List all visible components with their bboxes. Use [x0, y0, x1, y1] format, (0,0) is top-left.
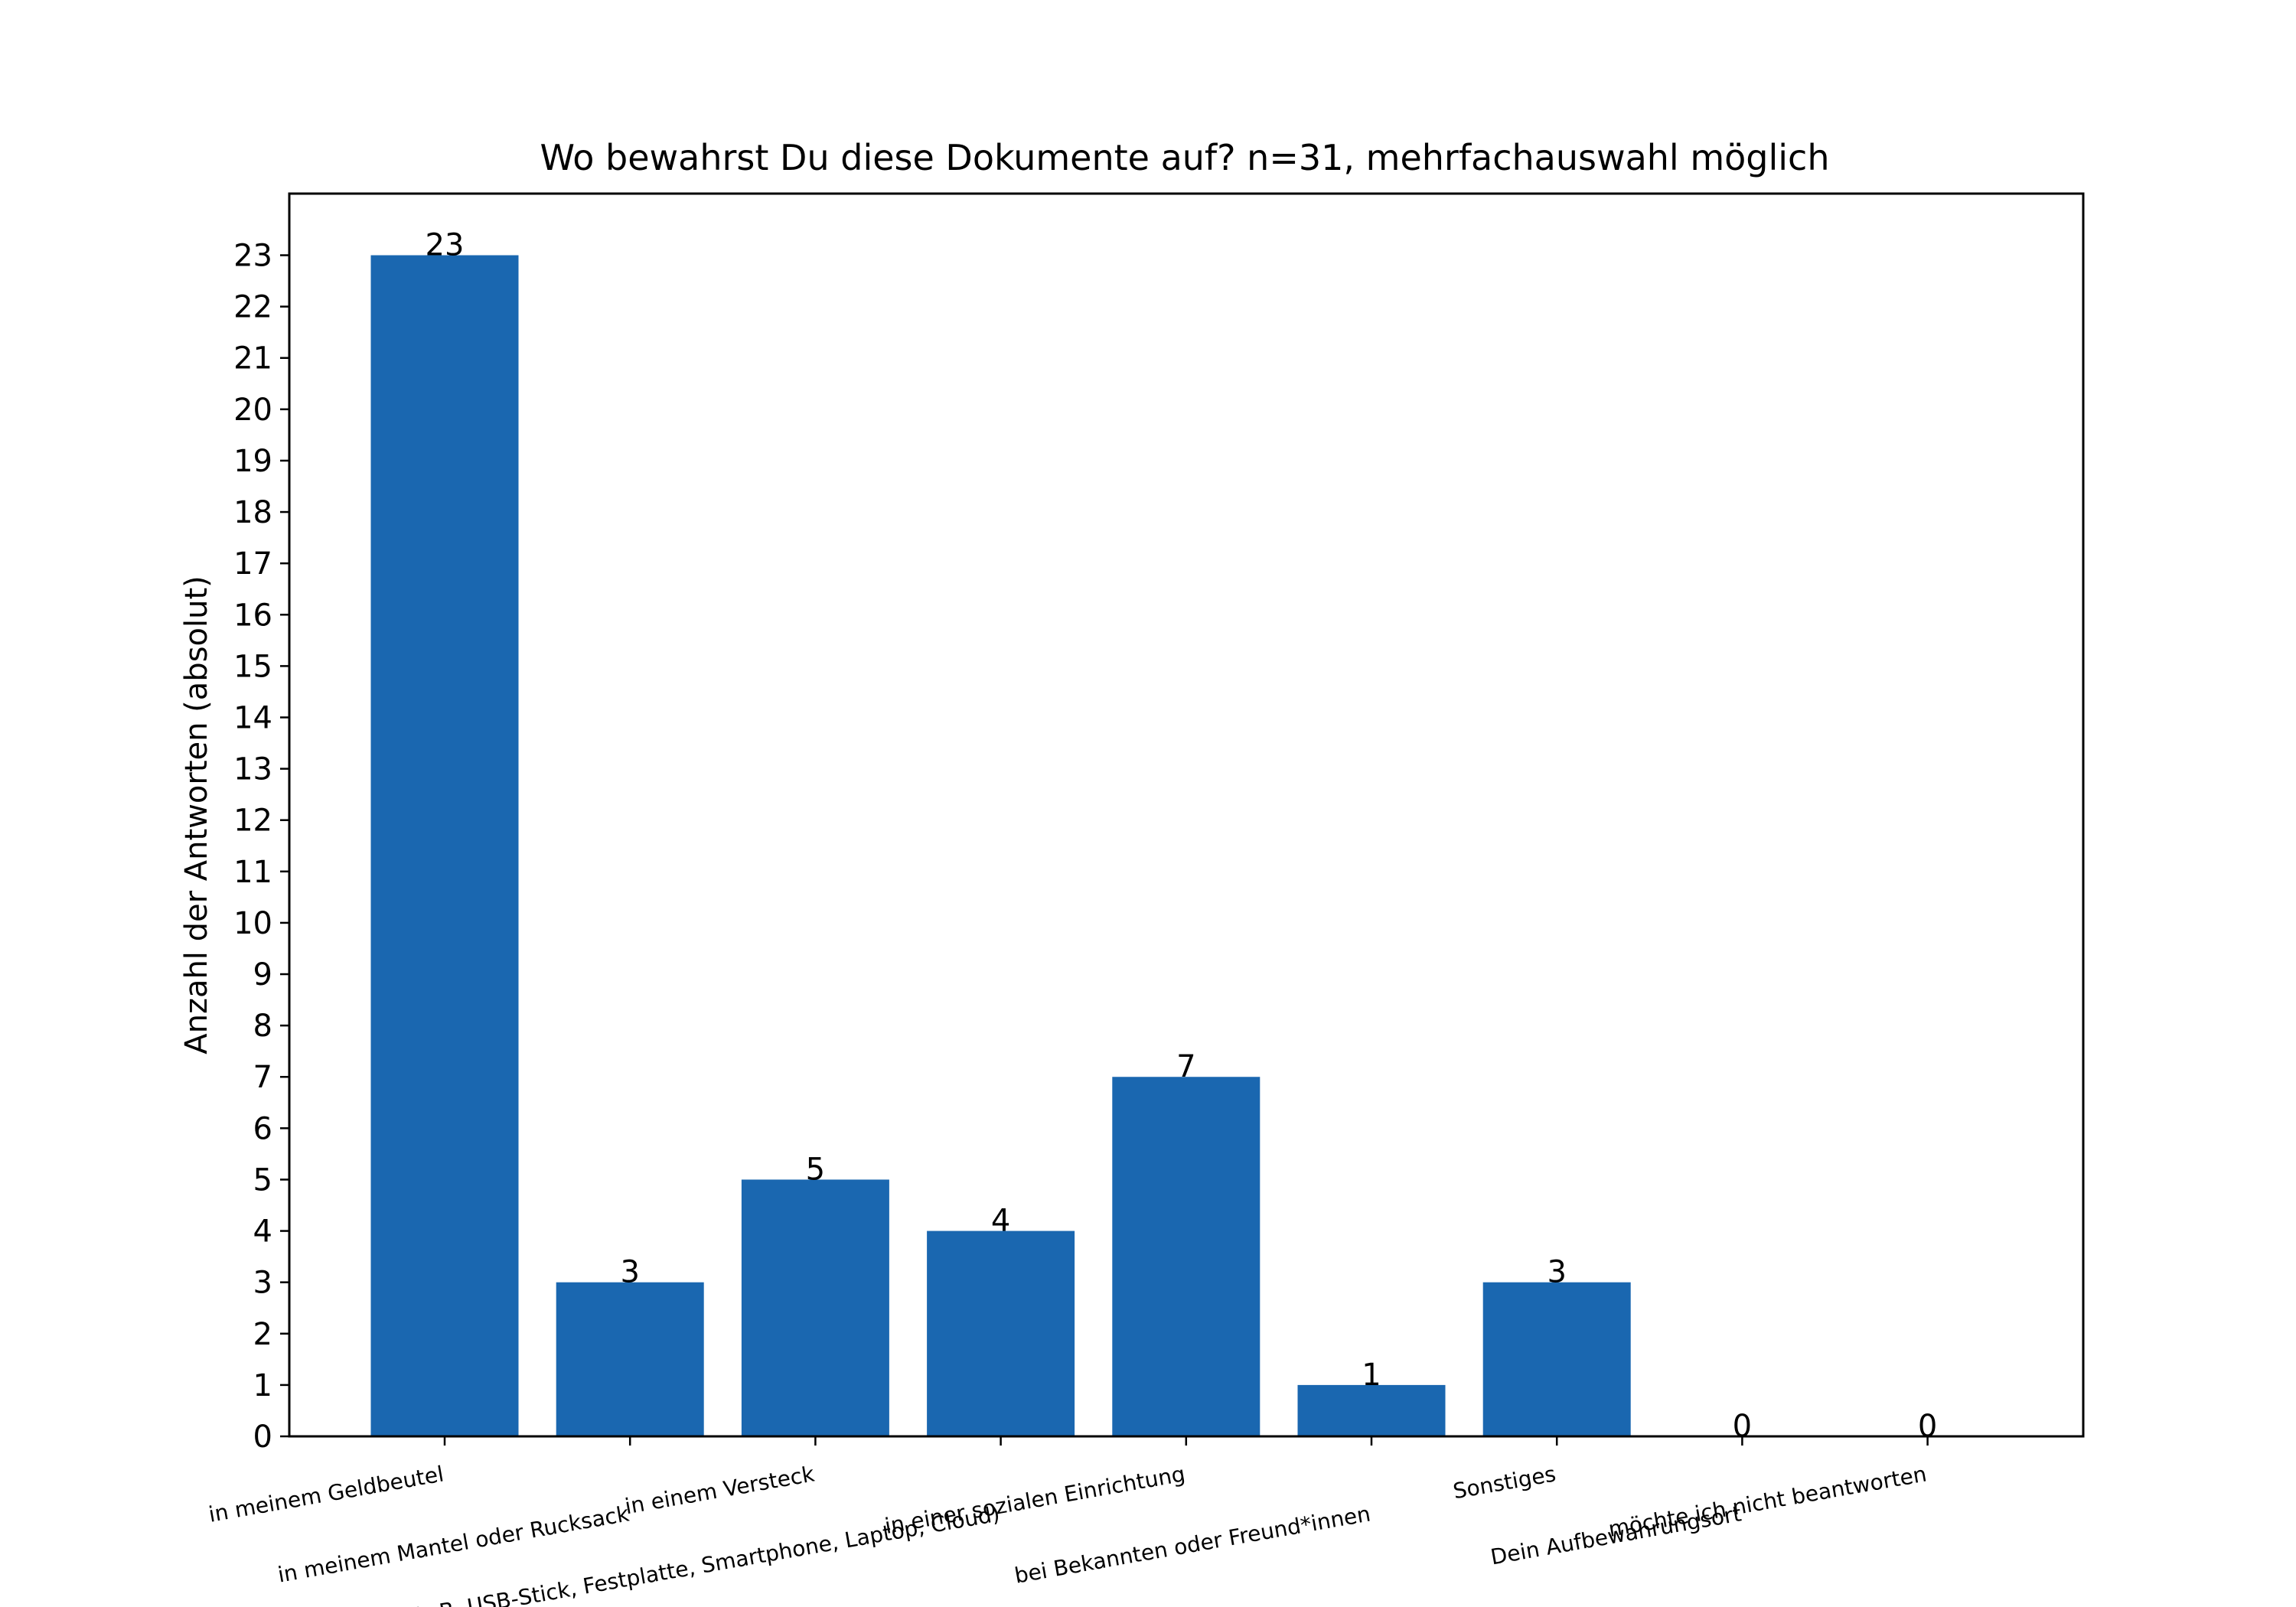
y-tick-label-22: 22 [233, 290, 272, 325]
bar-3 [927, 1231, 1075, 1436]
chart-title: Wo bewahrst Du diese Dokumente auf? n=31… [540, 137, 1830, 178]
y-tick-label-13: 13 [233, 752, 272, 787]
value-label-6: 3 [1547, 1255, 1566, 1290]
y-tick-label-2: 2 [253, 1317, 272, 1352]
y-tick-label-6: 6 [253, 1111, 272, 1146]
value-label-4: 7 [1176, 1049, 1195, 1084]
value-label-3: 4 [991, 1204, 1010, 1239]
y-tick-label-0: 0 [253, 1420, 272, 1455]
x-tick-label-0: in meinem Geldbeutel [207, 1461, 445, 1527]
y-tick-label-10: 10 [233, 906, 272, 941]
y-tick-label-8: 8 [253, 1009, 272, 1044]
y-tick-label-17: 17 [233, 546, 272, 582]
bar-5 [1297, 1384, 1446, 1436]
y-tick-label-5: 5 [253, 1162, 272, 1198]
x-tick-label-4: in einer sozialen Einrichtung [883, 1461, 1187, 1539]
value-label-2: 5 [806, 1152, 825, 1187]
bar-4 [1112, 1077, 1261, 1436]
y-tick-label-7: 7 [253, 1060, 272, 1095]
y-tick-label-18: 18 [233, 495, 272, 530]
y-tick-label-1: 1 [253, 1368, 272, 1403]
y-tick-label-23: 23 [233, 239, 272, 274]
y-tick-label-19: 19 [233, 444, 272, 479]
value-label-1: 3 [620, 1255, 639, 1290]
y-tick-label-4: 4 [253, 1214, 272, 1250]
bar-1 [556, 1282, 704, 1436]
y-tick-label-9: 9 [253, 957, 272, 993]
y-axis-label: Anzahl der Antworten (absolut) [179, 575, 214, 1054]
y-tick-label-20: 20 [233, 393, 272, 428]
x-tick-label-5: bei Bekannten oder Freund*innen [1013, 1501, 1372, 1588]
y-tick-label-3: 3 [253, 1266, 272, 1301]
bar-2 [741, 1179, 889, 1436]
y-tick-label-15: 15 [233, 649, 272, 684]
x-tick-label-6: Sonstiges [1451, 1461, 1557, 1504]
bar-0 [370, 255, 519, 1436]
value-label-0: 23 [426, 228, 465, 263]
y-tick-label-21: 21 [233, 341, 272, 376]
y-tick-label-12: 12 [233, 804, 272, 839]
y-tick-label-11: 11 [233, 855, 272, 890]
bars-group [370, 255, 1631, 1436]
bar-6 [1482, 1282, 1631, 1436]
plot-area-frame [288, 192, 2085, 1438]
x-tick-label-8: möchte ich nicht beantworten [1606, 1461, 1929, 1542]
value-label-5: 1 [1362, 1358, 1381, 1393]
y-tick-label-14: 14 [233, 700, 272, 735]
x-tick-label-2: in einem Versteck [623, 1461, 817, 1519]
y-tick-label-16: 16 [233, 598, 272, 633]
